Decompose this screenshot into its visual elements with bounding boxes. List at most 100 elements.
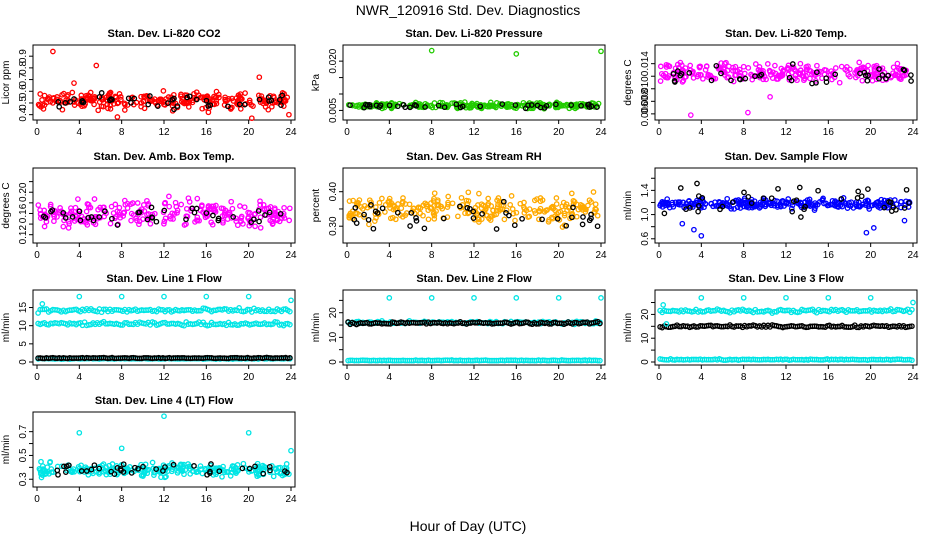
y-tick-label: 0.5 xyxy=(18,448,29,462)
data-point xyxy=(77,217,84,224)
data-point xyxy=(107,220,114,227)
y-axis-label: degrees C xyxy=(1,182,12,228)
data-point xyxy=(281,204,287,211)
y-tick-label: 0.3 xyxy=(18,472,29,486)
data-point xyxy=(741,189,747,196)
series-4 xyxy=(660,294,916,327)
x-tick-label: 12 xyxy=(468,127,480,138)
x-tick-label: 24 xyxy=(907,127,919,138)
y-tick-label: 0.008 xyxy=(640,88,651,113)
data-point xyxy=(126,464,133,470)
data-point xyxy=(153,466,160,472)
data-point xyxy=(597,320,603,327)
data-point xyxy=(789,61,796,67)
data-point xyxy=(736,72,743,79)
data-point xyxy=(536,216,542,223)
data-point xyxy=(166,203,173,210)
data-point xyxy=(665,73,672,79)
data-point xyxy=(254,463,261,470)
data-point xyxy=(162,474,168,481)
data-point xyxy=(147,220,154,227)
data-point xyxy=(519,102,526,109)
data-point xyxy=(484,202,491,209)
x-tick-label: 0 xyxy=(656,127,662,138)
data-point xyxy=(583,206,589,213)
data-point xyxy=(534,102,541,109)
data-point xyxy=(134,200,141,206)
data-point xyxy=(169,96,176,103)
data-point xyxy=(165,100,171,106)
data-point xyxy=(517,200,524,207)
data-point xyxy=(71,468,78,475)
y-tick-label: 0 xyxy=(18,359,29,365)
data-point xyxy=(510,210,517,217)
data-point xyxy=(586,197,593,204)
data-point xyxy=(757,72,763,79)
data-point xyxy=(102,208,108,215)
data-point xyxy=(97,204,103,211)
data-point xyxy=(117,322,124,328)
data-point xyxy=(54,214,60,220)
data-point xyxy=(91,101,97,108)
data-point xyxy=(216,94,222,101)
data-point xyxy=(829,76,835,83)
data-point xyxy=(141,93,147,100)
data-point xyxy=(862,72,869,79)
data-point-outlier xyxy=(428,295,435,301)
data-point xyxy=(502,102,508,108)
data-point xyxy=(260,100,266,107)
data-point xyxy=(901,67,908,74)
y-axis-label: ml/min xyxy=(623,191,634,220)
data-point xyxy=(783,200,790,207)
data-point-outlier xyxy=(245,293,252,300)
data-point xyxy=(763,201,770,208)
data-point xyxy=(703,63,710,69)
data-point xyxy=(189,205,196,212)
series-1 xyxy=(35,305,293,316)
data-point xyxy=(96,94,103,100)
data-point xyxy=(100,306,107,313)
x-tick-label: 8 xyxy=(429,250,435,261)
x-tick-label: 20 xyxy=(243,372,255,383)
data-point xyxy=(147,93,153,99)
data-point xyxy=(570,204,576,211)
data-point xyxy=(539,216,545,223)
data-point xyxy=(588,215,594,222)
data-point xyxy=(771,202,778,209)
data-point xyxy=(245,214,252,221)
data-point xyxy=(178,98,185,105)
data-point xyxy=(277,210,284,217)
data-point xyxy=(894,60,901,67)
data-point xyxy=(209,469,216,475)
data-point xyxy=(129,200,136,206)
data-point xyxy=(238,215,245,221)
y-tick-label: 20 xyxy=(640,308,651,320)
y-axis-label: ml/min xyxy=(1,435,12,464)
data-point-outlier xyxy=(71,80,77,86)
data-point xyxy=(879,72,886,78)
x-tick-label: 16 xyxy=(823,372,835,383)
data-point xyxy=(809,71,815,78)
series-2 xyxy=(670,61,914,87)
data-point xyxy=(112,201,119,208)
data-point xyxy=(71,102,78,108)
data-point xyxy=(279,92,286,99)
y-tick-label: 20 xyxy=(328,307,339,319)
data-point xyxy=(161,207,168,214)
series-1 xyxy=(657,306,915,316)
data-point xyxy=(794,77,800,84)
data-point xyxy=(361,214,367,220)
data-point xyxy=(172,199,179,206)
data-point xyxy=(803,73,809,79)
data-point xyxy=(256,218,262,225)
data-point xyxy=(493,100,500,106)
data-point xyxy=(282,468,288,474)
data-point xyxy=(420,202,427,209)
data-point xyxy=(162,467,169,474)
data-point xyxy=(677,185,684,191)
data-point-outlier xyxy=(118,445,125,452)
data-point xyxy=(526,206,533,212)
y-tick-label: 0.5 xyxy=(18,96,29,110)
data-point xyxy=(892,71,899,78)
